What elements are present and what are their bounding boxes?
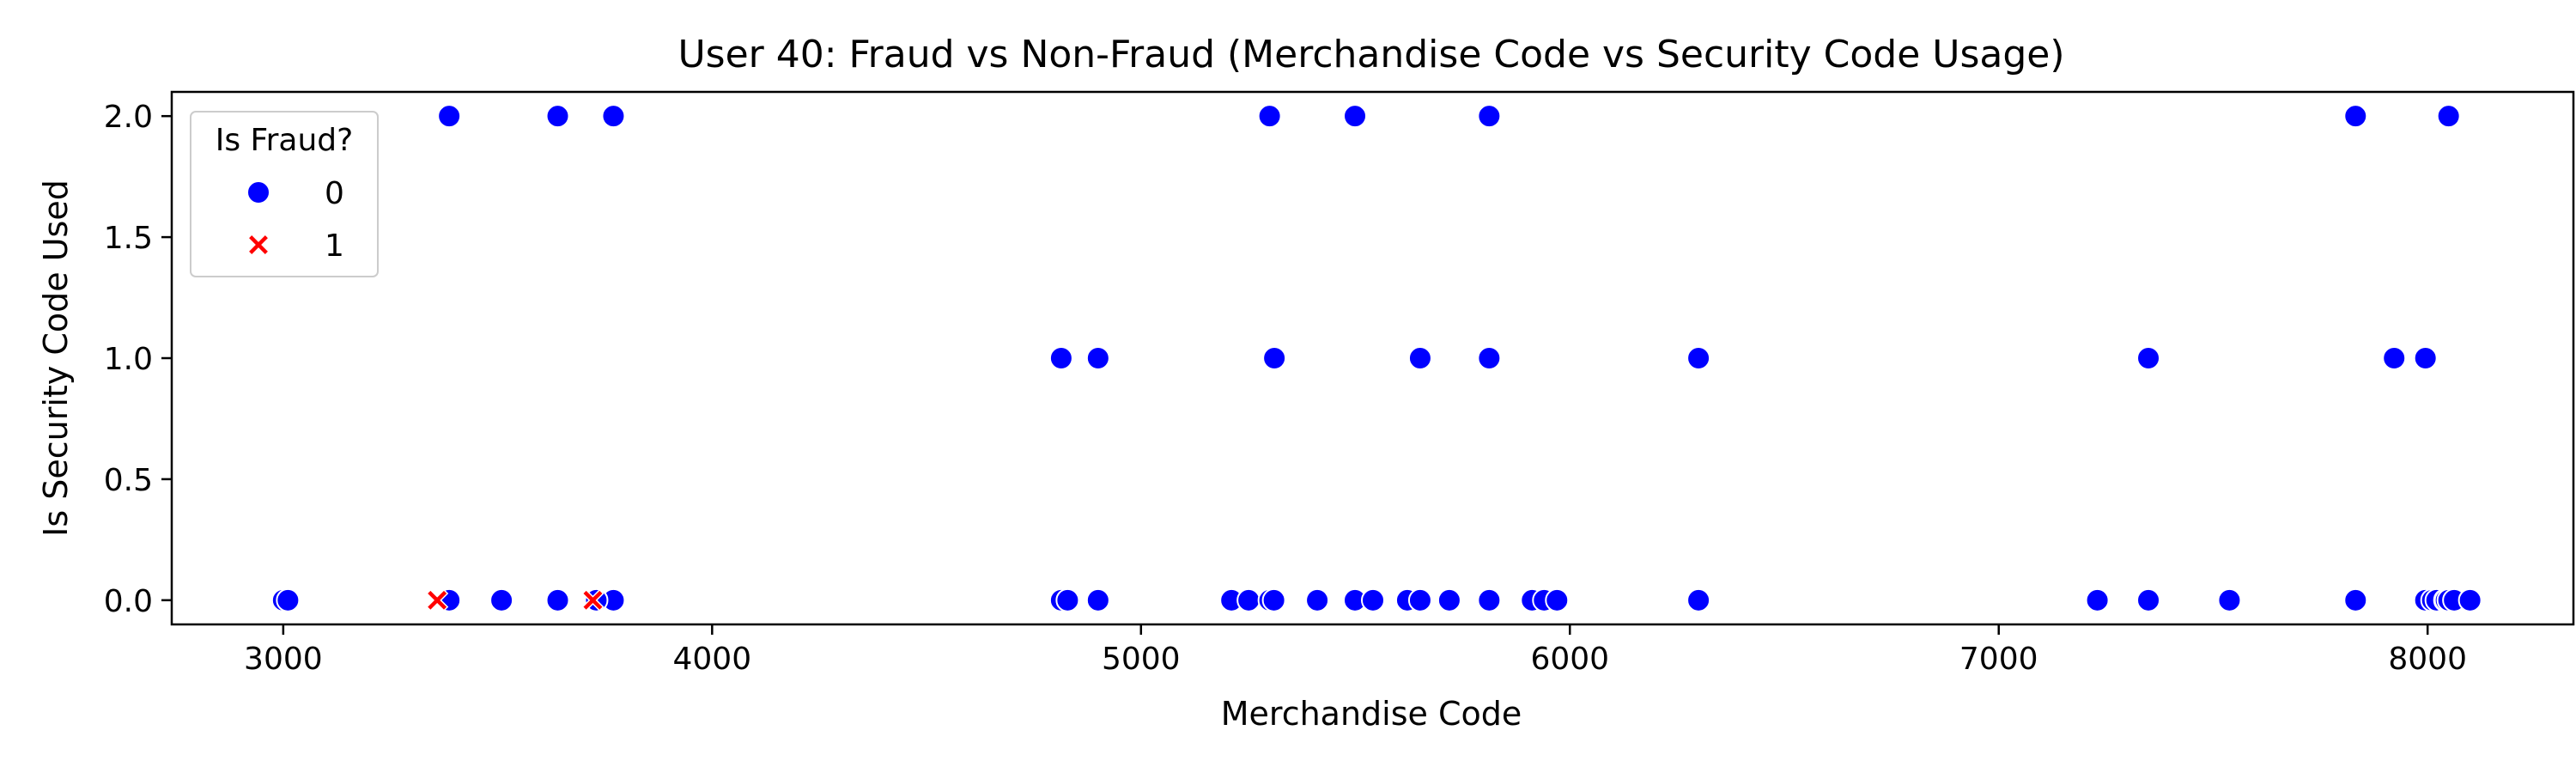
- data-point-non-fraud: [489, 587, 514, 612]
- x-axis-label: Merchandise Code: [1221, 695, 1522, 733]
- data-point-non-fraud: [1055, 587, 1080, 612]
- y-tick-label: 0.0: [104, 584, 153, 619]
- data-point-non-fraud: [1477, 104, 1502, 129]
- x-tick-label: 5000: [1102, 642, 1181, 677]
- y-axis-label: Is Security Code Used: [37, 180, 75, 537]
- data-point-non-fraud: [1477, 587, 1502, 612]
- legend-label: 1: [325, 228, 344, 264]
- x-tick-label: 4000: [673, 642, 752, 677]
- data-point-non-fraud: [2413, 346, 2438, 370]
- data-point-non-fraud: [1477, 346, 1502, 370]
- legend-box: [190, 111, 379, 277]
- data-point-non-fraud: [2343, 104, 2368, 129]
- data-point-fraud: [426, 588, 449, 612]
- data-point-non-fraud: [1343, 104, 1368, 129]
- data-point-non-fraud: [276, 587, 301, 612]
- data-point-non-fraud: [2085, 587, 2110, 612]
- data-point-non-fraud: [1261, 587, 1286, 612]
- data-point-non-fraud: [1085, 587, 1110, 612]
- x-tick-label: 3000: [244, 642, 323, 677]
- legend-title: Is Fraud?: [216, 123, 354, 158]
- legend: Is Fraud? 0 1: [190, 111, 379, 277]
- data-point-non-fraud: [2136, 346, 2161, 370]
- data-point-non-fraud: [1437, 587, 1461, 612]
- data-point-non-fraud: [545, 104, 570, 129]
- data-point-fraud: [581, 588, 605, 612]
- data-point-non-fraud: [1407, 346, 1432, 370]
- data-point-non-fraud: [1360, 587, 1385, 612]
- data-point-non-fraud: [2436, 104, 2461, 129]
- data-point-non-fraud: [1048, 346, 1073, 370]
- plot-area: [270, 104, 2482, 612]
- chart-title: User 40: Fraud vs Non-Fraud (Merchandise…: [677, 33, 2064, 76]
- x-tick-label: 7000: [1959, 642, 2038, 677]
- data-point-non-fraud: [1545, 587, 1570, 612]
- plot-frame: [170, 90, 2575, 626]
- legend-marker-fraud: [246, 233, 270, 257]
- data-point-non-fraud: [1407, 587, 1432, 612]
- data-point-non-fraud: [1262, 346, 1287, 370]
- data-point-non-fraud: [601, 104, 626, 129]
- y-tick-label: 1.0: [104, 342, 153, 377]
- y-tick-label: 2.0: [104, 100, 153, 135]
- data-point-non-fraud: [2343, 587, 2368, 612]
- x-tick-label: 6000: [1530, 642, 1609, 677]
- data-point-non-fraud: [545, 587, 570, 612]
- data-point-non-fraud: [1257, 104, 1282, 129]
- data-point-non-fraud: [1305, 587, 1330, 612]
- data-point-non-fraud: [1236, 587, 1261, 612]
- data-point-non-fraud: [2458, 587, 2482, 612]
- x-axis: 3000 4000 5000 6000 7000 8000: [244, 624, 2467, 677]
- data-point-non-fraud: [1085, 346, 1110, 370]
- data-point-non-fraud: [1686, 346, 1711, 370]
- y-tick-label: 1.5: [104, 221, 153, 256]
- legend-label: 0: [325, 176, 344, 211]
- data-point-non-fraud: [2136, 587, 2161, 612]
- data-point-non-fraud: [2217, 587, 2242, 612]
- y-axis: 0.0 0.5 1.0 1.5 2.0: [104, 100, 172, 619]
- y-tick-label: 0.5: [104, 463, 153, 498]
- data-point-non-fraud: [2382, 346, 2407, 370]
- data-point-non-fraud: [437, 104, 462, 129]
- x-tick-label: 8000: [2388, 642, 2467, 677]
- legend-marker-non-fraud: [246, 180, 270, 204]
- data-point-non-fraud: [1686, 587, 1711, 612]
